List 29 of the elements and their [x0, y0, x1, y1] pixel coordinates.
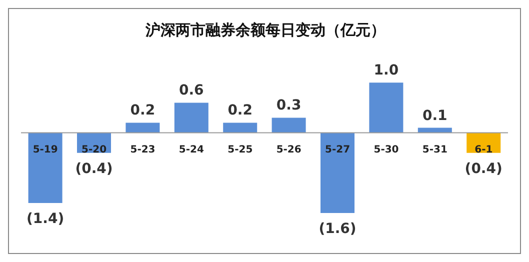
chart-title: 沪深两市融券余额每日变动（亿元）: [144, 21, 386, 40]
data-label: (0.4): [464, 160, 502, 177]
data-label: 0.6: [179, 82, 204, 99]
x-tick-label: 5-26: [276, 144, 302, 156]
data-label: 0.3: [276, 98, 302, 114]
x-tick-label: 5-30: [374, 144, 399, 156]
bar: [28, 132, 62, 203]
data-label: 0.1: [422, 108, 448, 124]
x-tick-label: 5-25: [228, 144, 253, 156]
data-label: 0.2: [228, 102, 253, 119]
bar: [272, 118, 306, 133]
bar: [418, 128, 452, 133]
bar: [174, 102, 208, 133]
bar: [223, 122, 258, 133]
data-label: 0.2: [130, 102, 156, 119]
x-tick-label: 5-27: [325, 144, 350, 156]
x-tick-label: 6-1: [474, 144, 493, 156]
x-tick-label: 5-23: [130, 144, 156, 156]
x-tick-label: 5-19: [32, 144, 58, 156]
x-tick-label: 5-20: [82, 144, 107, 156]
bar: [369, 82, 404, 133]
bar: [320, 132, 355, 213]
bar: [126, 122, 160, 133]
data-label: 1.0: [374, 62, 399, 79]
data-label: (1.4): [26, 210, 64, 227]
data-label: (1.6): [318, 220, 356, 237]
x-tick-label: 5-24: [178, 144, 204, 156]
data-label: (0.4): [75, 160, 113, 177]
x-tick-label: 5-31: [422, 144, 448, 156]
